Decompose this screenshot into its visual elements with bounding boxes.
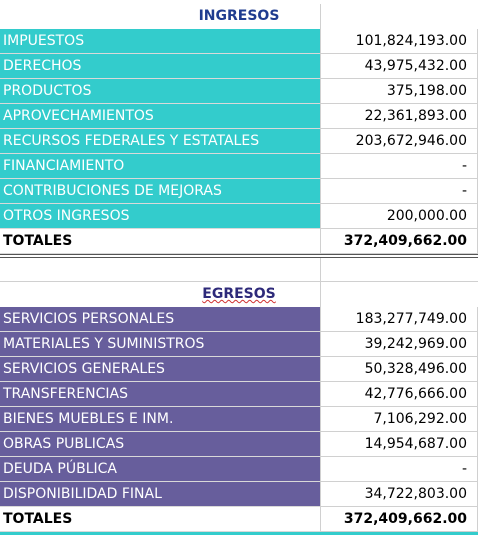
total-label: TOTALES — [0, 507, 320, 532]
row-value: 42,776,666.00 — [320, 382, 478, 407]
row-value: 101,824,193.00 — [320, 29, 478, 54]
row-label: OBRAS PUBLICAS — [0, 432, 320, 457]
bottom-rule — [0, 532, 478, 535]
row-label: DERECHOS — [0, 54, 320, 79]
row-label: TRANSFERENCIAS — [0, 382, 320, 407]
row-value: - — [320, 457, 478, 482]
row-label: FINANCIAMIENTO — [0, 154, 320, 179]
row-label: DISPONIBILIDAD FINAL — [0, 482, 320, 507]
row-value: 14,954,687.00 — [320, 432, 478, 457]
row-value: 39,242,969.00 — [320, 332, 478, 357]
row-label: CONTRIBUCIONES DE MEJORAS — [0, 179, 320, 204]
row-value: 7,106,292.00 — [320, 407, 478, 432]
total-value: 372,409,662.00 — [320, 229, 478, 254]
row-value: 375,198.00 — [320, 79, 478, 104]
row-label: APROVECHAMIENTOS — [0, 104, 320, 129]
divider — [320, 4, 321, 29]
section-title: INGRESOS — [198, 8, 280, 24]
row-label: MATERIALES Y SUMINISTROS — [0, 332, 320, 357]
total-value: 372,409,662.00 — [320, 507, 478, 532]
row-value: 43,975,432.00 — [320, 54, 478, 79]
double-rule — [0, 257, 478, 258]
row-value: 22,361,893.00 — [320, 104, 478, 129]
row-value: - — [320, 154, 478, 179]
row-value: 203,672,946.00 — [320, 129, 478, 154]
row-value: 34,722,803.00 — [320, 482, 478, 507]
divider — [320, 282, 321, 307]
section-title: EGRESOS — [202, 286, 276, 302]
row-label: OTROS INGRESOS — [0, 204, 320, 229]
row-label: DEUDA PÚBLICA — [0, 457, 320, 482]
row-label: SERVICIOS GENERALES — [0, 357, 320, 382]
row-rule — [0, 281, 478, 282]
row-label: SERVICIOS PERSONALES — [0, 307, 320, 332]
row-value: - — [320, 179, 478, 204]
total-label: TOTALES — [0, 229, 320, 254]
row-value: 200,000.00 — [320, 204, 478, 229]
row-label: RECURSOS FEDERALES Y ESTATALES — [0, 129, 320, 154]
row-label: PRODUCTOS — [0, 79, 320, 104]
row-label: BIENES MUEBLES E INM. — [0, 407, 320, 432]
row-label: IMPUESTOS — [0, 29, 320, 54]
divider — [320, 258, 321, 282]
double-rule — [0, 254, 478, 255]
row-value: 50,328,496.00 — [320, 357, 478, 382]
row-value: 183,277,749.00 — [320, 307, 478, 332]
